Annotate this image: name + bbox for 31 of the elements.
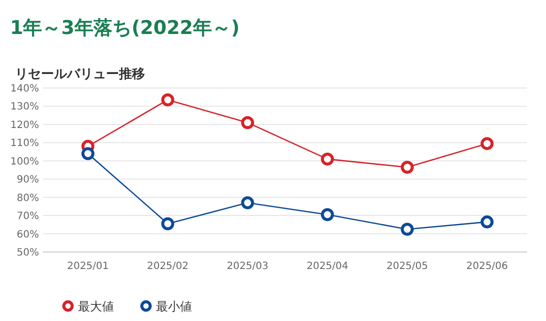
- legend-label: 最大値: [78, 300, 114, 314]
- point: [241, 196, 254, 210]
- y-tick-label: 60%: [16, 229, 39, 240]
- x-tick-label: 2025/03: [226, 261, 268, 272]
- x-tick-label: 2025/04: [306, 261, 348, 272]
- point: [400, 222, 414, 236]
- point: [241, 116, 254, 130]
- point: [161, 93, 174, 106]
- x-tick-label: 2025/05: [386, 261, 428, 272]
- y-tick-label: 90%: [16, 174, 39, 186]
- y-tick-label: 100%: [10, 156, 39, 168]
- y-tick-label: 130%: [10, 102, 39, 113]
- chart-subtitle: リセールバリュー推移: [15, 67, 145, 82]
- x-tick-label: 2025/01: [67, 261, 109, 272]
- y-tick-label: 50%: [16, 248, 39, 258]
- y-tick-label: 80%: [16, 192, 39, 204]
- point: [81, 147, 94, 160]
- y-tick-label: 140%: [10, 84, 39, 94]
- x-tick-label: 2025/06: [466, 261, 508, 272]
- y-tick-label: 70%: [16, 211, 39, 222]
- point: [480, 215, 494, 228]
- point: [400, 160, 414, 174]
- point: [320, 208, 334, 222]
- y-tick-label: 110%: [10, 138, 39, 150]
- y-tick-label: 120%: [10, 120, 39, 131]
- chart-title: 1年～3年落ち(2022年～): [10, 17, 240, 39]
- legend-label: 最小値: [156, 300, 192, 314]
- point: [161, 217, 174, 230]
- point: [480, 137, 494, 150]
- x-tick-label: 2025/02: [146, 261, 189, 272]
- point: [320, 152, 334, 166]
